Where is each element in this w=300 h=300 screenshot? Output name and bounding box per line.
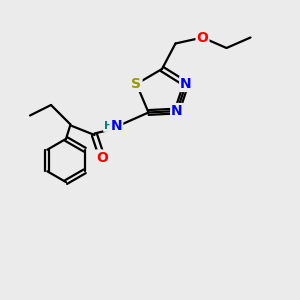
Text: N: N <box>180 77 192 91</box>
Text: N: N <box>171 104 183 118</box>
Text: O: O <box>196 31 208 44</box>
Text: H: H <box>104 121 113 131</box>
Text: S: S <box>131 77 142 91</box>
Text: O: O <box>96 151 108 164</box>
Text: N: N <box>111 119 122 133</box>
